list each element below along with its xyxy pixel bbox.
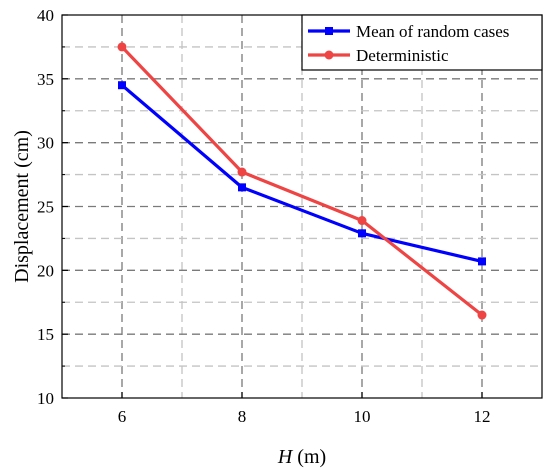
y-tick-label: 40 [37, 6, 54, 25]
y-tick-label: 10 [37, 389, 54, 408]
x-tick-label: 6 [118, 407, 127, 426]
legend: Mean of random cases Deterministic [301, 14, 543, 71]
y-axis-label: Displacement (cm) [11, 130, 33, 283]
data-point-square [478, 257, 486, 266]
y-tick-label: 15 [37, 325, 54, 344]
series-line-mean-random [120, 83, 483, 263]
series-line-deterministic [120, 45, 483, 317]
x-axis-label-symbol: H [277, 446, 294, 468]
x-tick-label: 12 [474, 407, 491, 426]
legend-label: Deterministic [356, 46, 449, 65]
y-tick-label: 25 [37, 198, 54, 217]
data-point-square [118, 81, 126, 90]
x-tick-label: 10 [354, 407, 371, 426]
legend-marker-circle [324, 50, 334, 60]
data-point-square [238, 183, 246, 192]
data-point-circle [117, 42, 127, 52]
legend-marker-square [325, 27, 333, 35]
data-point-square [358, 229, 366, 238]
x-tick-label: 8 [238, 407, 247, 426]
x-axis-label-unit: (m) [292, 446, 326, 468]
grid-lines [62, 15, 542, 398]
y-tick-label: 35 [37, 70, 54, 89]
data-point-circle [477, 310, 487, 320]
data-point-circle [357, 216, 367, 226]
data-point-circle [237, 167, 247, 177]
legend-box [301, 14, 543, 71]
legend-label: Mean of random cases [356, 22, 509, 41]
axis-ticks: 6 8 10 12 10 15 20 25 30 35 40 [37, 6, 491, 426]
data-series [117, 42, 487, 320]
y-tick-label: 20 [37, 261, 54, 280]
y-tick-label: 30 [37, 134, 54, 153]
x-axis-label: H (m) [277, 446, 326, 468]
